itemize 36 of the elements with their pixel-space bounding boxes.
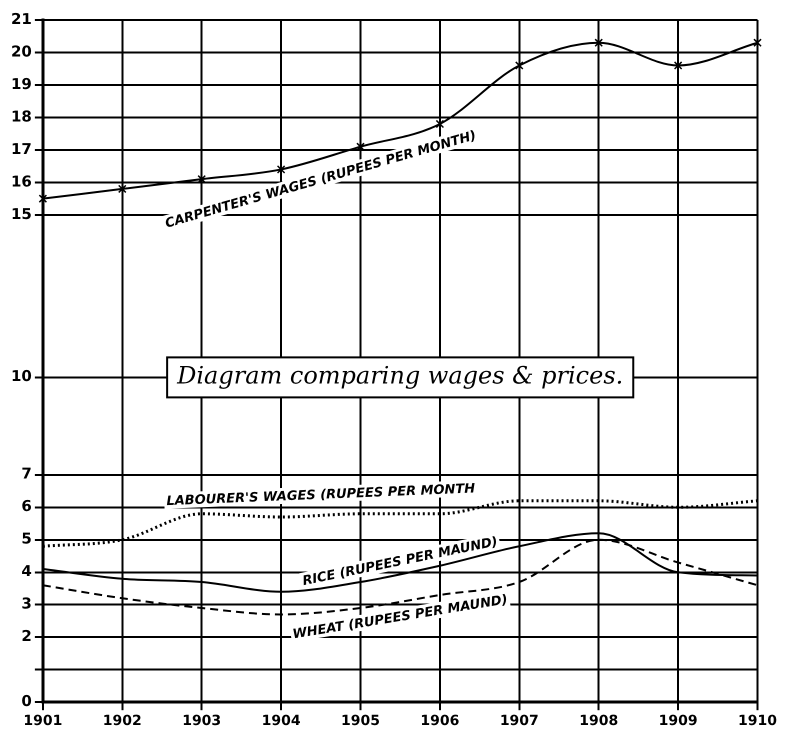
y-tick-label: 19 <box>11 74 32 93</box>
x-tick-label: 1909 <box>658 713 698 730</box>
y-tick-label: 5 <box>21 530 32 548</box>
x-tick-label: 1910 <box>738 713 778 730</box>
y-tick-label: 18 <box>11 107 32 126</box>
x-tick-label: 1903 <box>182 713 222 730</box>
x-tick-label: 1906 <box>420 713 460 730</box>
y-tick-label: 10 <box>11 367 32 386</box>
text: WHEAT (RUPEES PER MAUND) <box>292 592 509 642</box>
point <box>515 61 524 70</box>
y-tick-label: 15 <box>11 204 32 223</box>
point <box>674 61 682 70</box>
x-tick-label: 1902 <box>102 713 142 730</box>
point <box>276 165 286 174</box>
point <box>38 194 48 203</box>
x-tick-label: 1905 <box>341 713 380 730</box>
y-tick-label: 17 <box>11 140 32 158</box>
y-tick-label: 16 <box>11 172 32 190</box>
y-tick-label: 3 <box>21 594 32 613</box>
series-label: LABOURER'S WAGES (RUPEES PER MONTH <box>166 481 476 510</box>
text: Diagram comparing wages & prices. <box>176 362 624 390</box>
point <box>436 120 444 128</box>
point <box>753 38 762 48</box>
y-tick-label: 4 <box>21 562 32 580</box>
x-tick-label: 1908 <box>579 713 618 730</box>
y-tick-label: 2 <box>21 627 32 646</box>
y-tick-label: 21 <box>11 10 32 28</box>
x-tick-label: 1907 <box>500 713 539 730</box>
y-tick-label: 7 <box>21 464 32 483</box>
x-tick-label: 1904 <box>262 713 301 730</box>
point <box>594 38 603 48</box>
y-tick-label: 20 <box>11 42 32 60</box>
y-tick-label: 6 <box>21 497 32 516</box>
y-tick-label: 0 <box>21 692 32 710</box>
point <box>118 184 127 194</box>
x-tick-label: 1901 <box>23 713 62 730</box>
